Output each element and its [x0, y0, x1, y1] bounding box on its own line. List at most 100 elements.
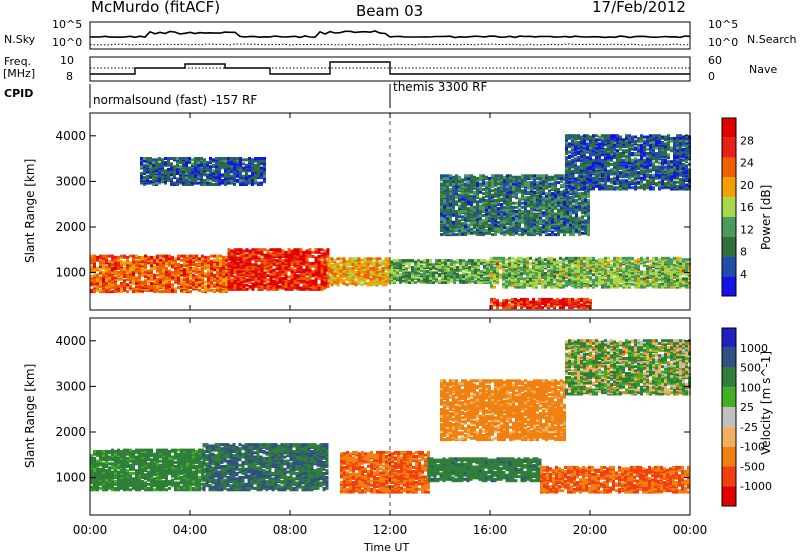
power-cell: [456, 268, 459, 272]
power-cell: [162, 290, 165, 294]
power-cell: [171, 255, 174, 259]
power-cell: [263, 174, 266, 178]
power-cell: [233, 248, 237, 252]
power-cell: [221, 163, 224, 167]
power-cell: [369, 280, 373, 284]
power-cell: [168, 262, 171, 266]
power-cell: [583, 278, 586, 282]
power-cell: [511, 304, 514, 308]
power-cell: [320, 256, 324, 260]
power-cell: [476, 177, 479, 180]
power-cell: [233, 250, 237, 254]
power-cell: [571, 269, 574, 273]
power-cell: [90, 254, 93, 258]
power-cell: [490, 263, 493, 267]
power-cell: [257, 181, 260, 185]
power-cell: [207, 255, 210, 259]
power-cell: [485, 198, 488, 202]
power-cell: [278, 248, 282, 252]
power-cell: [203, 178, 206, 182]
power-cell: [580, 270, 583, 274]
power-cell: [390, 260, 393, 264]
power-cell: [158, 162, 161, 166]
power-cell: [449, 203, 452, 206]
power-cell: [290, 263, 294, 267]
power-cell: [682, 266, 685, 270]
power-cell: [263, 274, 267, 278]
power-cell: [637, 278, 640, 282]
power-cell: [284, 283, 288, 287]
power-cell: [123, 286, 126, 289]
power-cell: [467, 196, 470, 200]
power-cell: [435, 264, 438, 268]
power-cell: [464, 209, 467, 213]
power-cell: [186, 266, 189, 270]
power-cell: [634, 278, 637, 282]
power-cell: [387, 257, 391, 261]
power-cell: [446, 182, 449, 186]
power-cell: [643, 273, 646, 277]
power-cell: [453, 278, 456, 282]
power-cell: [227, 161, 230, 165]
power-cell: [320, 272, 324, 276]
power-cell: [556, 259, 559, 263]
power-cell: [272, 268, 276, 272]
power-cell: [147, 261, 150, 265]
power-cell: [514, 297, 517, 301]
power-cell: [260, 169, 263, 173]
power-cell: [168, 269, 171, 273]
power-cell: [200, 163, 203, 167]
power-cell: [159, 262, 162, 266]
power-cell: [509, 174, 512, 178]
power-cell: [535, 260, 538, 264]
power-cell: [155, 181, 158, 185]
power-cell: [227, 253, 231, 257]
power-cell: [186, 275, 189, 279]
power-cell: [195, 262, 198, 266]
power-cell: [461, 192, 464, 196]
power-cell: [164, 161, 167, 165]
power-cell: [520, 256, 523, 260]
power-cell: [173, 170, 176, 174]
power-cell: [493, 276, 496, 279]
power-cell: [553, 258, 556, 262]
power-cell: [479, 200, 482, 204]
power-cell: [102, 273, 105, 277]
power-cell: [673, 256, 676, 260]
freq-panel-frame: [89, 56, 691, 82]
power-cell: [260, 257, 264, 261]
power-cell: [479, 204, 482, 208]
power-cell: [464, 220, 467, 224]
power-cell: [449, 181, 452, 185]
power-cell: [417, 278, 420, 282]
power-cell: [254, 174, 257, 178]
power-cell: [499, 256, 502, 260]
power-cell: [411, 281, 414, 284]
power-cell: [580, 297, 583, 301]
power-cell: [586, 280, 589, 284]
power-cell: [290, 286, 294, 290]
power-cell: [108, 288, 111, 292]
power-cell: [251, 248, 255, 252]
power-cell: [323, 249, 327, 253]
power-cell: [245, 253, 249, 257]
power-cell: [263, 283, 267, 287]
power-cell: [293, 257, 297, 261]
power-cell: [179, 177, 182, 181]
power-cell: [254, 274, 258, 278]
power-cell: [204, 264, 207, 268]
power-cell: [302, 287, 306, 291]
power-cell: [679, 273, 682, 277]
power-cell: [399, 272, 402, 276]
power-cell: [538, 302, 541, 305]
power-cell: [583, 274, 586, 278]
power-cell: [541, 276, 544, 279]
power-cell: [509, 182, 512, 186]
power-cell: [197, 177, 200, 181]
power-cell: [503, 205, 506, 209]
power-cell: [541, 258, 544, 262]
power-cell: [197, 170, 200, 174]
power-cell: [637, 282, 640, 286]
power-cell: [607, 260, 610, 264]
power-cell: [490, 256, 493, 260]
